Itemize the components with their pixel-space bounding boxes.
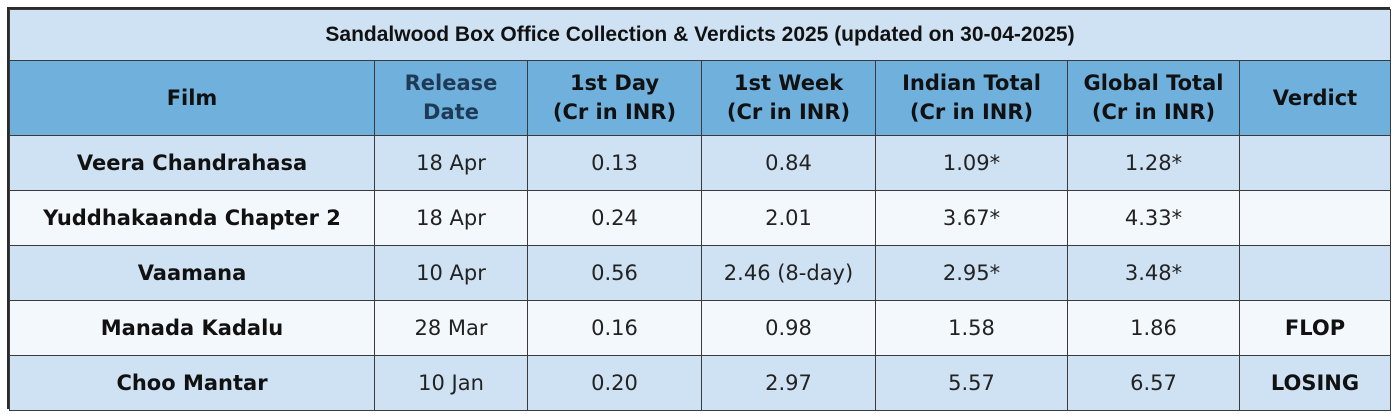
table-title: Sandalwood Box Office Collection & Verdi… (9, 9, 1391, 61)
cell-first-week: 2.46 (8-day) (701, 245, 876, 301)
cell-film: Manada Kadalu (9, 300, 375, 356)
column-header-line2: (Cr in INR) (909, 100, 1034, 124)
table-row: Choo Mantar 10 Jan 0.20 2.97 5.57 6.57 L… (9, 355, 1391, 411)
column-header-line1: Global Total (1083, 71, 1224, 95)
column-header-film: Film (9, 60, 375, 136)
cell-release-date: 28 Mar (374, 300, 528, 356)
column-header-first-week: 1st Week (Cr in INR) (701, 60, 876, 136)
cell-release-date: 18 Apr (374, 190, 528, 246)
cell-global-total: 1.86 (1067, 300, 1240, 356)
cell-first-week: 0.98 (701, 300, 876, 356)
column-header-first-day: 1st Day (Cr in INR) (527, 60, 702, 136)
column-header-indian-total: Indian Total (Cr in INR) (875, 60, 1068, 136)
column-header-global-total: Global Total (Cr in INR) (1067, 60, 1240, 136)
column-header-verdict: Verdict (1239, 60, 1391, 136)
cell-verdict (1239, 190, 1391, 246)
table-row: Manada Kadalu 28 Mar 0.16 0.98 1.58 1.86… (9, 300, 1391, 356)
cell-verdict: FLOP (1239, 300, 1391, 356)
cell-indian-total: 1.58 (875, 300, 1068, 356)
cell-global-total: 4.33* (1067, 190, 1240, 246)
cell-global-total: 3.48* (1067, 245, 1240, 301)
column-header-line1: Release (404, 71, 498, 95)
box-office-table-container: Sandalwood Box Office Collection & Verdi… (7, 7, 1391, 411)
column-header-line1: 1st Week (733, 71, 844, 95)
cell-verdict (1239, 135, 1391, 191)
cell-first-week: 0.84 (701, 135, 876, 191)
cell-global-total: 6.57 (1067, 355, 1240, 411)
column-header-line1: 1st Day (569, 71, 660, 95)
cell-first-day: 0.56 (527, 245, 702, 301)
column-header-line2: (Cr in INR) (552, 100, 677, 124)
table-title-row: Sandalwood Box Office Collection & Verdi… (9, 9, 1391, 61)
cell-indian-total: 2.95* (875, 245, 1068, 301)
cell-global-total: 1.28* (1067, 135, 1240, 191)
cell-release-date: 18 Apr (374, 135, 528, 191)
column-header-release-date: Release Date (374, 60, 528, 136)
column-header-line1: Indian Total (902, 71, 1041, 95)
column-header-line2: (Cr in INR) (726, 100, 851, 124)
cell-release-date: 10 Apr (374, 245, 528, 301)
cell-indian-total: 3.67* (875, 190, 1068, 246)
cell-first-day: 0.16 (527, 300, 702, 356)
cell-indian-total: 5.57 (875, 355, 1068, 411)
column-header-line2: Date (423, 100, 479, 124)
cell-film: Veera Chandrahasa (9, 135, 375, 191)
cell-first-day: 0.24 (527, 190, 702, 246)
cell-film: Choo Mantar (9, 355, 375, 411)
table-row: Vaamana 10 Apr 0.56 2.46 (8-day) 2.95* 3… (9, 245, 1391, 301)
column-header-line1: Verdict (1272, 85, 1358, 110)
cell-indian-total: 1.09* (875, 135, 1068, 191)
box-office-table: Sandalwood Box Office Collection & Verdi… (9, 9, 1391, 411)
cell-first-week: 2.01 (701, 190, 876, 246)
cell-verdict: LOSING (1239, 355, 1391, 411)
table-row: Yuddhakaanda Chapter 2 18 Apr 0.24 2.01 … (9, 190, 1391, 246)
cell-verdict (1239, 245, 1391, 301)
column-header-row: Film Release Date 1st Day (Cr in INR) 1s… (9, 60, 1391, 136)
cell-film: Yuddhakaanda Chapter 2 (9, 190, 375, 246)
cell-release-date: 10 Jan (374, 355, 528, 411)
table-row: Veera Chandrahasa 18 Apr 0.13 0.84 1.09*… (9, 135, 1391, 191)
cell-first-day: 0.20 (527, 355, 702, 411)
column-header-line2: (Cr in INR) (1091, 100, 1216, 124)
cell-film: Vaamana (9, 245, 375, 301)
cell-first-week: 2.97 (701, 355, 876, 411)
cell-first-day: 0.13 (527, 135, 702, 191)
column-header-line1: Film (166, 85, 218, 110)
